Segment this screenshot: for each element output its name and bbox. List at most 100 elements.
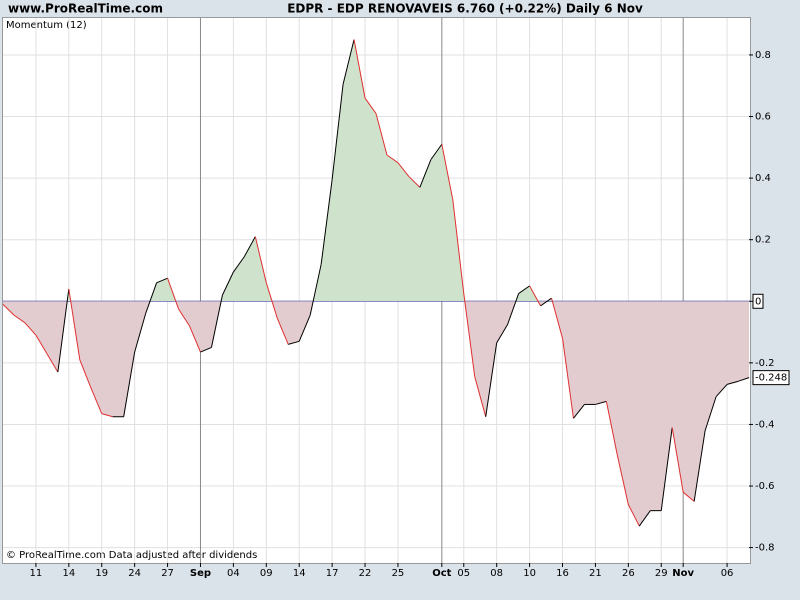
momentum-segment (529, 285, 541, 307)
momentum-segment (605, 401, 618, 456)
tick-box (752, 293, 764, 309)
momentum-segment (35, 334, 48, 354)
x-tick-label: 11 (30, 568, 43, 579)
momentum-segment (342, 39, 355, 85)
momentum-segment (353, 39, 366, 99)
momentum-segment (309, 264, 322, 316)
momentum-segment (737, 377, 750, 382)
momentum-segment (441, 144, 454, 200)
momentum-segment (660, 427, 673, 511)
last-value-label: -0.248 (755, 373, 787, 384)
momentum-segment (671, 427, 684, 493)
x-tick-label: 09 (260, 568, 273, 579)
x-tick-label: 26 (622, 568, 635, 579)
momentum-segment (452, 199, 465, 294)
momentum-segment (68, 288, 81, 360)
momentum-segment (210, 295, 223, 348)
momentum-segment (518, 285, 530, 294)
momentum-segment (57, 288, 70, 373)
y-tick-label: -0.4 (755, 419, 775, 430)
x-tick-label: 16 (556, 568, 569, 579)
x-tick-label: 17 (326, 568, 339, 579)
momentum-segment (408, 176, 421, 188)
momentum-segment (474, 376, 487, 417)
x-tick-label: 14 (293, 568, 306, 579)
momentum-segment (562, 338, 574, 419)
x-tick-label: Nov (672, 568, 694, 579)
momentum-segment (265, 282, 278, 319)
last-value-box (752, 370, 790, 386)
y-tick-label: -0.8 (755, 543, 775, 554)
y-tick-label: 0 (755, 296, 761, 307)
x-tick-label: 08 (490, 568, 503, 579)
momentum-segment (288, 340, 300, 345)
momentum-segment (24, 322, 37, 336)
momentum-segment (682, 491, 695, 502)
momentum-segment (616, 455, 629, 505)
momentum-segment (90, 387, 103, 414)
x-tick-label: 22 (359, 568, 372, 579)
momentum-segment (419, 159, 432, 188)
x-tick-label: 10 (523, 568, 536, 579)
momentum-segment (375, 113, 388, 156)
momentum-segment (573, 404, 585, 419)
x-tick-label: 14 (62, 568, 75, 579)
momentum-segment (145, 282, 158, 314)
momentum-segment (298, 314, 311, 342)
momentum-segment (726, 380, 739, 385)
y-tick-label: 0.4 (755, 173, 771, 184)
x-tick-label: 29 (655, 568, 668, 579)
momentum-segment (638, 510, 651, 527)
momentum-segment (551, 298, 563, 339)
negative-area (3, 301, 749, 527)
momentum-segment (693, 430, 706, 502)
momentum-segment (485, 342, 498, 417)
footer: © ProRealTime.com Data adjusted after di… (6, 550, 257, 561)
momentum-segment (463, 293, 476, 377)
x-tick-label: 19 (95, 568, 108, 579)
momentum-segment (276, 318, 289, 345)
momentum-segment (232, 256, 245, 273)
momentum-segment (430, 143, 443, 160)
momentum-segment (540, 297, 552, 307)
y-tick-label: 0.8 (755, 50, 771, 61)
x-tick-label: 04 (227, 568, 240, 579)
y-tick-label: 0.2 (755, 235, 771, 246)
momentum-segment (2, 303, 15, 316)
y-tick-label: 0.6 (755, 112, 771, 123)
momentum-segment (200, 347, 212, 353)
x-tick-label: 21 (589, 568, 602, 579)
indicator-label: Momentum (12) (6, 20, 87, 31)
x-tick-label: 25 (392, 568, 405, 579)
momentum-segment (595, 400, 607, 405)
momentum-segment (46, 353, 59, 373)
y-tick-label: -0.2 (755, 358, 775, 369)
site: www.ProRealTime.com (8, 2, 163, 16)
x-tick-label: 06 (721, 568, 734, 579)
momentum-segment (134, 313, 147, 353)
momentum-segment (496, 324, 509, 344)
momentum-segment (101, 413, 113, 418)
momentum-segment (167, 278, 180, 310)
momentum-segment (189, 325, 201, 353)
momentum-segment (627, 504, 640, 527)
momentum-segment (243, 236, 256, 257)
y-tick-label: -0.6 (755, 481, 775, 492)
momentum-segment (397, 162, 410, 177)
momentum-segment (221, 271, 234, 296)
momentum-segment (79, 359, 92, 388)
momentum-segment (331, 84, 344, 180)
x-tick-label: Oct (432, 568, 451, 579)
chart-title: EDPR - EDP RENOVAVEIS 6.760 (+0.22%) Dai… (287, 2, 643, 16)
momentum-segment (320, 179, 333, 265)
positive-area (67, 39, 553, 302)
momentum-segment (178, 308, 190, 327)
momentum-segment (364, 97, 377, 114)
x-tick-label: Sep (190, 568, 211, 579)
momentum-segment (386, 154, 399, 164)
x-tick-label: 27 (161, 568, 174, 579)
x-tick-label: 24 (128, 568, 141, 579)
momentum-segment (123, 351, 136, 417)
momentum-segment (13, 314, 26, 324)
